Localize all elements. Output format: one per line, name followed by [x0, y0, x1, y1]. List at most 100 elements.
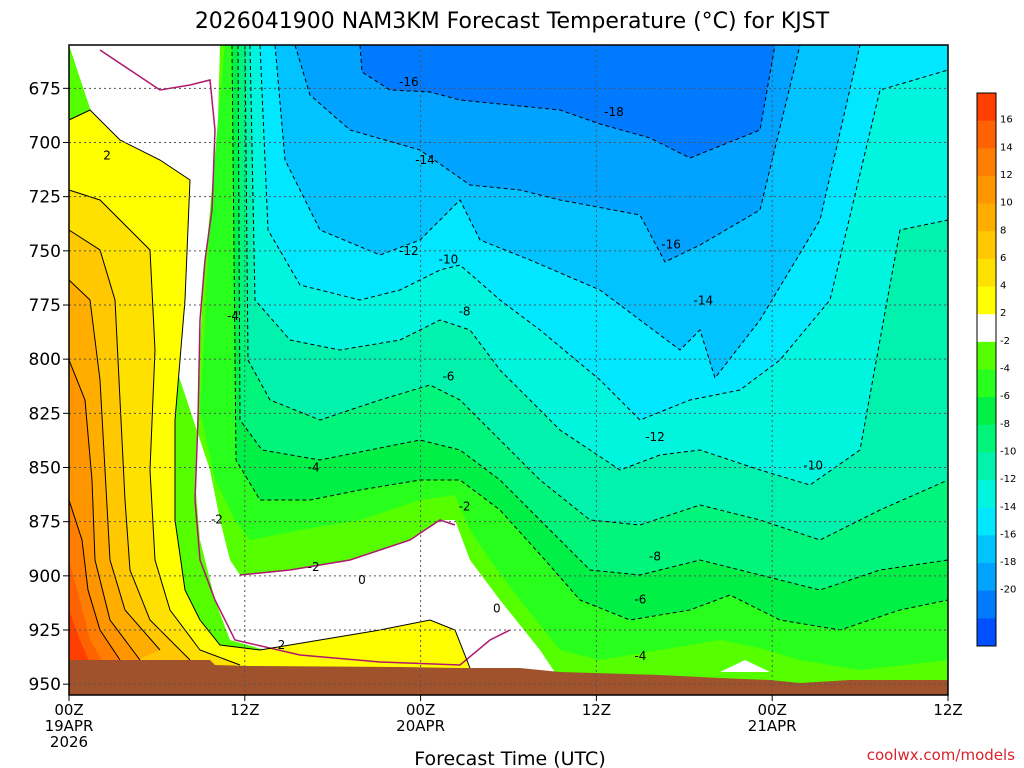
- y-tick-label: 825: [29, 404, 61, 424]
- contour-label: -2: [459, 500, 471, 514]
- colorbar-swatch: [977, 148, 996, 177]
- contour-label: -16: [661, 237, 681, 251]
- x-axis-label: Forecast Time (UTC): [414, 748, 605, 768]
- contour-label: -14: [694, 294, 714, 308]
- y-tick-label: 950: [29, 675, 61, 695]
- x-tick-label: 19APR: [45, 717, 94, 735]
- x-tick-label: 00Z: [54, 701, 83, 719]
- colorbar-frame: [976, 92, 997, 647]
- contour-line: [68, 109, 471, 669]
- x-tick-label: 00Z: [758, 701, 787, 719]
- colorbar-tick-label: -14: [1000, 502, 1016, 513]
- colorbar-swatch: [977, 175, 996, 205]
- colorbar-tick-label: 2: [1000, 308, 1006, 319]
- contour-label: -4: [227, 309, 239, 323]
- band-plus-0-2-b: [720, 660, 770, 672]
- colorbar-swatch: [977, 535, 996, 564]
- colorbar-tick-label: 6: [1000, 253, 1006, 264]
- colorbar-tick-label: 16: [1000, 115, 1013, 126]
- contour-label: -6: [442, 370, 454, 384]
- contour-label: -4: [308, 461, 320, 475]
- colorbar-tick-label: 8: [1000, 225, 1006, 236]
- y-tick-label: 775: [29, 296, 61, 316]
- colorbar-swatch: [977, 424, 996, 453]
- colorbar-tick-label: -10: [1000, 446, 1016, 457]
- colorbar-tick-label: 12: [1000, 170, 1013, 181]
- contour-label: 2: [278, 638, 286, 652]
- contour-line: [68, 279, 161, 651]
- x-tick-label: 00Z: [406, 701, 435, 719]
- colorbar-swatch: [977, 618, 996, 647]
- contour-line: [259, 44, 949, 421]
- contour-label: -4: [634, 649, 646, 663]
- contour-label: -16: [399, 75, 419, 89]
- contour-label: 0: [358, 573, 366, 587]
- colorbar-swatch: [977, 452, 996, 481]
- colorbar-swatch: [977, 231, 996, 260]
- x-tick-label: 12Z: [230, 701, 259, 719]
- y-tick-label: 675: [29, 79, 61, 99]
- band-plus-0-2: [69, 45, 560, 680]
- colorbar-swatch: [977, 341, 996, 370]
- x-tick-label: 21APR: [748, 717, 797, 735]
- y-tick-label: 725: [29, 188, 61, 208]
- colorbar-swatch: [977, 203, 996, 232]
- colorbar-swatch: [977, 480, 996, 509]
- colorbar-tick-label: -8: [1000, 419, 1010, 430]
- contour-line: [68, 359, 141, 661]
- y-tick-label: 875: [29, 513, 61, 533]
- x-tick-label: 2026: [50, 733, 88, 751]
- colorbar-swatch: [977, 286, 996, 315]
- contour-line: [68, 499, 121, 661]
- contour-label: -6: [634, 593, 646, 607]
- terrain: [69, 660, 948, 695]
- colorbar-swatch: [977, 590, 996, 619]
- y-tick-label: 800: [29, 350, 61, 370]
- contour-label: -8: [649, 549, 661, 563]
- colorbar-tick-label: -20: [1000, 585, 1016, 596]
- y-axis: 675 700 725 750 775 800 825 850 875 900 925 950: [29, 79, 69, 695]
- contour-lines: [231, 44, 949, 631]
- chart-title: 2026041900 NAM3KM Forecast Temperature (…: [195, 9, 830, 34]
- colorbar-tick-label: 10: [1000, 198, 1013, 209]
- contour-line: [237, 44, 949, 591]
- contour-line: [359, 44, 776, 159]
- y-tick-label: 900: [29, 567, 61, 587]
- colorbar-swatch: [977, 563, 996, 592]
- zero-contour: [99, 49, 511, 666]
- contour-label: -10: [803, 458, 823, 472]
- colorbar-swatch: [977, 258, 996, 288]
- contour-label: -2: [211, 513, 223, 527]
- colorbar-tick-label: -2: [1000, 336, 1010, 347]
- colorbar-swatch: [977, 507, 996, 536]
- colorbar-swatch: [977, 314, 996, 343]
- contour-labels: -16 -18 -14 -16 -12 -10 -14 -8 -4 -6 -12 -10 -4 -2 -2 -…: [103, 75, 823, 663]
- contour-line: [249, 44, 949, 486]
- contour-label: -10: [439, 253, 459, 267]
- colorbar-tick-label: 14: [1000, 142, 1013, 153]
- band-0: [69, 45, 948, 695]
- plot-area: -16 -18 -14 -16 -12 -10 -14 -8 -4 -6 -12 -10 -4 -2 -2 -…: [68, 44, 949, 696]
- contour-line: [294, 44, 801, 263]
- colorbar-tick-label: -18: [1000, 557, 1016, 568]
- colorbar-tick-label: -16: [1000, 529, 1016, 540]
- contour-label: -12: [645, 430, 665, 444]
- contour-line: [231, 44, 949, 631]
- colorbar-tick-label: 4: [1000, 281, 1006, 292]
- colorbar-swatch: [977, 120, 996, 149]
- y-tick-label: 925: [29, 621, 61, 641]
- contour-line: [274, 44, 861, 380]
- contour-label: -12: [399, 244, 419, 258]
- x-tick-label: 12Z: [933, 701, 962, 719]
- colorbar-swatch: [977, 93, 996, 122]
- colorbar-tick-label: -4: [1000, 364, 1010, 375]
- colorbar-swatch: [977, 369, 996, 398]
- x-tick-label: 20APR: [396, 717, 445, 735]
- credit-text: coolwx.com/models: [867, 746, 1015, 764]
- plot-frame: [68, 44, 949, 696]
- y-tick-label: 700: [29, 134, 61, 154]
- contour-label: -2: [308, 560, 320, 574]
- contour-label: -18: [604, 105, 624, 119]
- contour-line: [244, 44, 949, 541]
